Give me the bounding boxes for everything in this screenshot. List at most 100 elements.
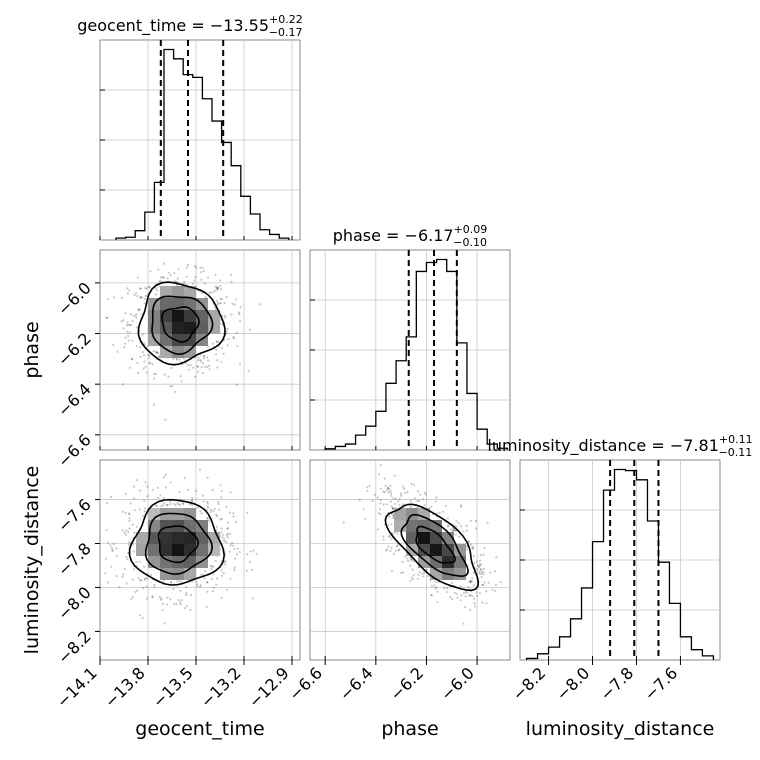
sample-point: [406, 557, 409, 560]
hist-bar: [457, 343, 467, 450]
sample-point: [181, 503, 184, 506]
sample-point: [128, 541, 131, 544]
hist-bar: [212, 121, 222, 240]
sample-point: [394, 549, 397, 552]
hist-bar: [193, 77, 203, 240]
sample-point: [200, 291, 203, 294]
sample-point: [220, 490, 223, 493]
sample-point: [238, 313, 241, 316]
sample-point: [223, 314, 226, 317]
sample-point: [217, 340, 220, 344]
sample-point: [421, 572, 424, 575]
sample-point: [143, 297, 146, 300]
sample-point: [162, 504, 165, 507]
sample-point: [173, 280, 176, 283]
sample-point: [232, 512, 235, 515]
sample-point: [209, 510, 212, 513]
sample-point: [179, 580, 182, 583]
xlabel-geocent_time: geocent_time: [135, 718, 264, 740]
sample-point: [471, 595, 474, 598]
sample-point: [189, 594, 192, 597]
sample-point: [216, 301, 219, 304]
sample-point: [143, 354, 146, 357]
sample-point: [167, 271, 170, 274]
sample-point: [220, 531, 223, 534]
sample-point: [206, 356, 209, 359]
title-phase-plus: +0.09: [454, 223, 488, 236]
x-tick-label: −8.0: [552, 663, 593, 704]
sample-point: [466, 591, 469, 594]
sample-point: [475, 591, 478, 594]
sample-point: [217, 502, 220, 506]
contour-line: [144, 512, 214, 575]
sample-point: [478, 592, 481, 595]
sample-point: [215, 340, 219, 343]
sample-point: [198, 585, 202, 588]
sample-point: [453, 529, 456, 532]
sample-point: [471, 547, 474, 550]
sample-point: [222, 572, 225, 575]
sample-point: [239, 320, 242, 323]
sample-point: [398, 548, 401, 551]
sample-point: [382, 503, 385, 506]
sample-point: [467, 586, 470, 589]
x-tick-label: −6.2: [386, 663, 427, 704]
sample-point: [183, 477, 186, 480]
sample-point: [392, 497, 395, 500]
density-pixel: [160, 556, 172, 568]
sample-point: [379, 498, 382, 501]
density-pixel: [418, 556, 430, 568]
sample-point: [436, 601, 439, 604]
sample-point: [199, 510, 202, 513]
sample-point: [220, 496, 223, 499]
sample-point: [209, 564, 212, 568]
sample-point: [134, 292, 138, 295]
sample-point: [479, 562, 482, 566]
density-pixel: [184, 334, 196, 346]
sample-point: [446, 590, 449, 594]
sample-point: [486, 521, 489, 525]
sample-point: [494, 589, 497, 592]
sample-point: [417, 490, 420, 493]
sample-point: [225, 330, 228, 333]
title-geocent_time-main: geocent_time = −13.55: [77, 16, 269, 36]
contour-line: [415, 525, 457, 564]
sample-point: [126, 330, 129, 333]
sample-point: [392, 514, 395, 517]
sample-point: [471, 577, 474, 580]
sample-point: [194, 275, 197, 278]
density-pixel: [160, 298, 172, 310]
sample-point: [202, 269, 205, 273]
sample-point: [135, 525, 139, 528]
sample-point: [358, 498, 361, 501]
sample-point: [155, 351, 158, 354]
sample-point: [206, 365, 209, 369]
sample-point: [443, 587, 446, 590]
sample-point: [111, 548, 114, 551]
sample-point: [233, 566, 236, 569]
y-tick-label: −7.6: [54, 495, 95, 536]
sample-point: [128, 324, 131, 327]
sample-point: [518, 641, 520, 643]
sample-point: [139, 614, 142, 617]
sample-point: [400, 494, 403, 497]
density-pixel: [172, 346, 184, 358]
sample-point: [479, 564, 482, 567]
sample-point: [228, 511, 231, 514]
sample-point: [140, 296, 143, 299]
sample-point: [134, 590, 137, 594]
sample-point: [453, 529, 456, 532]
sample-point: [474, 519, 477, 523]
sample-point: [483, 581, 486, 584]
sample-point: [225, 505, 228, 508]
sample-point: [149, 362, 152, 365]
sample-point: [219, 518, 222, 521]
sample-point: [233, 303, 236, 306]
sample-point: [162, 502, 165, 505]
sample-point: [133, 531, 136, 534]
sample-point: [435, 496, 438, 499]
sample-point: [190, 499, 193, 503]
sample-point: [203, 355, 206, 358]
y-tick-label: −8.2: [54, 627, 95, 668]
sample-point: [131, 339, 134, 342]
